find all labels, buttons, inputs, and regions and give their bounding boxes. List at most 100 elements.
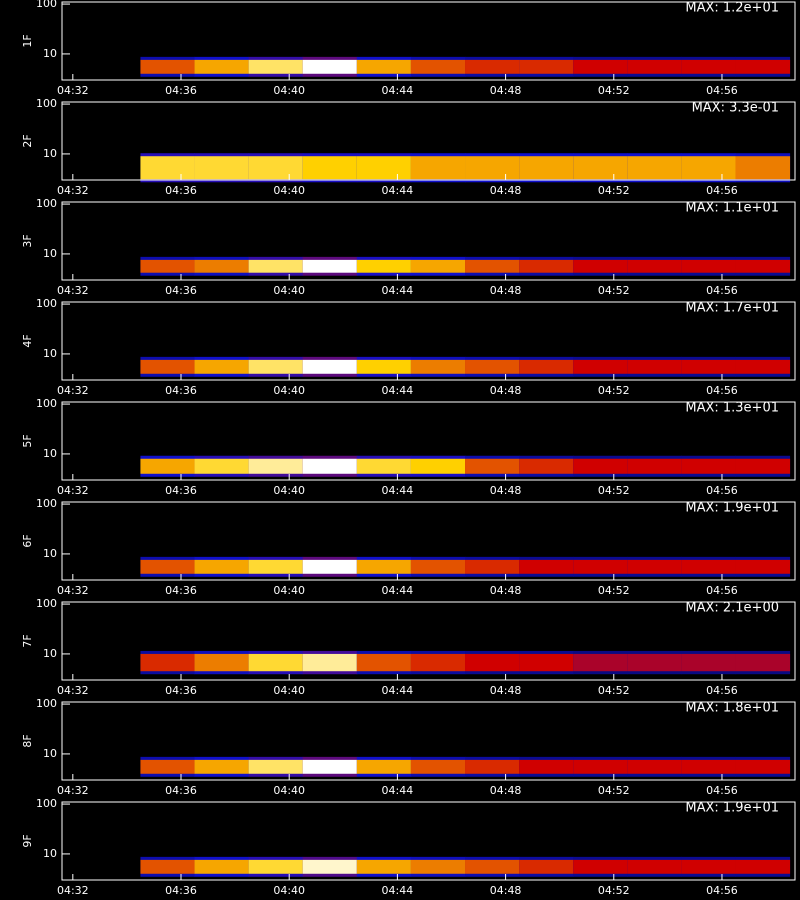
band-cell — [248, 653, 304, 672]
plot-frame — [61, 201, 796, 281]
band-cell — [302, 359, 358, 374]
x-tick-label: 04:56 — [706, 384, 738, 397]
y-tick-label: 100 — [36, 197, 57, 210]
band-cell — [681, 458, 736, 474]
x-tick-label: 04:48 — [490, 484, 522, 497]
band-cell — [356, 859, 412, 874]
band-cell — [465, 59, 520, 74]
band-cell — [302, 259, 358, 273]
band-cell — [302, 859, 358, 874]
plot-frame — [61, 701, 796, 781]
band-cell — [627, 559, 682, 574]
y-tick-label: 100 — [36, 697, 57, 710]
x-tick-label: 04:52 — [598, 884, 630, 897]
band-cell — [248, 59, 304, 74]
x-tick-label: 04:48 — [490, 184, 522, 197]
max-annotation: MAX: 1.2e+01 — [685, 1, 779, 16]
band-cell — [302, 59, 358, 74]
band-cell — [627, 759, 682, 774]
x-tick-label: 04:40 — [273, 184, 305, 197]
band-cell — [627, 259, 682, 273]
x-tick-label: 04:36 — [165, 784, 197, 797]
band-cell — [248, 359, 304, 374]
plot-frame — [61, 401, 796, 481]
band-cell — [140, 653, 196, 672]
band-cell — [356, 259, 412, 273]
x-tick-label: 04:36 — [165, 284, 197, 297]
band-cell — [681, 559, 736, 574]
band-cell — [519, 458, 574, 474]
band-cell — [356, 559, 412, 574]
band-cell — [194, 359, 250, 374]
x-tick-label: 04:40 — [273, 684, 305, 697]
x-tick-label: 04:48 — [490, 884, 522, 897]
y-axis-label: 6F — [21, 534, 34, 547]
x-tick-label: 04:40 — [273, 484, 305, 497]
band-cell — [735, 359, 791, 374]
max-annotation: MAX: 1.1e+01 — [685, 201, 779, 216]
band-cell — [302, 759, 358, 774]
y-tick-label: 100 — [36, 0, 57, 10]
band-cell — [573, 859, 628, 874]
x-tick-label: 04:40 — [273, 84, 305, 97]
band-cell — [410, 458, 466, 474]
x-tick-label: 04:36 — [165, 484, 197, 497]
band-cell — [194, 859, 250, 874]
band-cell — [627, 59, 682, 74]
max-annotation: MAX: 1.3e+01 — [685, 401, 779, 416]
band-cell — [140, 559, 196, 574]
band-cell — [356, 359, 412, 374]
band-cell — [194, 653, 250, 672]
band-cell — [140, 759, 196, 774]
band-cell — [681, 259, 736, 273]
band-cell — [627, 458, 682, 474]
y-axis-label: 7F — [21, 634, 34, 647]
band-cell — [140, 458, 196, 474]
band-cell — [465, 259, 520, 273]
x-tick-label: 04:32 — [57, 684, 89, 697]
y-tick-label: 100 — [36, 97, 57, 110]
x-tick-label: 04:44 — [382, 384, 414, 397]
band-cell — [627, 156, 682, 180]
x-tick-label: 04:52 — [598, 584, 630, 597]
band-cell — [573, 458, 628, 474]
band-cell — [465, 859, 520, 874]
band-cell — [573, 559, 628, 574]
band-cell — [627, 859, 682, 874]
x-tick-label: 04:36 — [165, 84, 197, 97]
x-tick-label: 04:52 — [598, 84, 630, 97]
x-tick-label: 04:56 — [706, 584, 738, 597]
y-axis-label: 5F — [21, 434, 34, 447]
plot-frame — [61, 501, 796, 581]
x-tick-label: 04:32 — [57, 484, 89, 497]
x-tick-label: 04:44 — [382, 484, 414, 497]
x-tick-label: 04:44 — [382, 884, 414, 897]
band-cell — [248, 259, 304, 273]
band-cell — [573, 759, 628, 774]
x-tick-label: 04:36 — [165, 184, 197, 197]
y-tick-label: 10 — [43, 447, 57, 460]
band-cell — [681, 759, 736, 774]
band-cell — [735, 59, 791, 74]
band-cell — [302, 458, 358, 474]
x-tick-label: 04:48 — [490, 784, 522, 797]
x-tick-label: 04:44 — [382, 184, 414, 197]
x-tick-label: 04:44 — [382, 584, 414, 597]
y-axis-label: 4F — [21, 334, 34, 347]
band-cell — [465, 759, 520, 774]
band-cell — [302, 653, 358, 672]
y-tick-label: 10 — [43, 647, 57, 660]
x-tick-label: 04:56 — [706, 784, 738, 797]
band-cell — [248, 759, 304, 774]
x-tick-label: 04:44 — [382, 684, 414, 697]
band-cell — [356, 59, 412, 74]
band-cell — [356, 156, 412, 180]
x-tick-label: 04:52 — [598, 284, 630, 297]
x-tick-label: 04:40 — [273, 784, 305, 797]
band-cell — [194, 59, 250, 74]
plot-frame — [61, 1, 796, 81]
band-cell — [735, 458, 791, 474]
band-cell — [356, 653, 412, 672]
x-tick-label: 04:40 — [273, 884, 305, 897]
band-cell — [735, 859, 791, 874]
